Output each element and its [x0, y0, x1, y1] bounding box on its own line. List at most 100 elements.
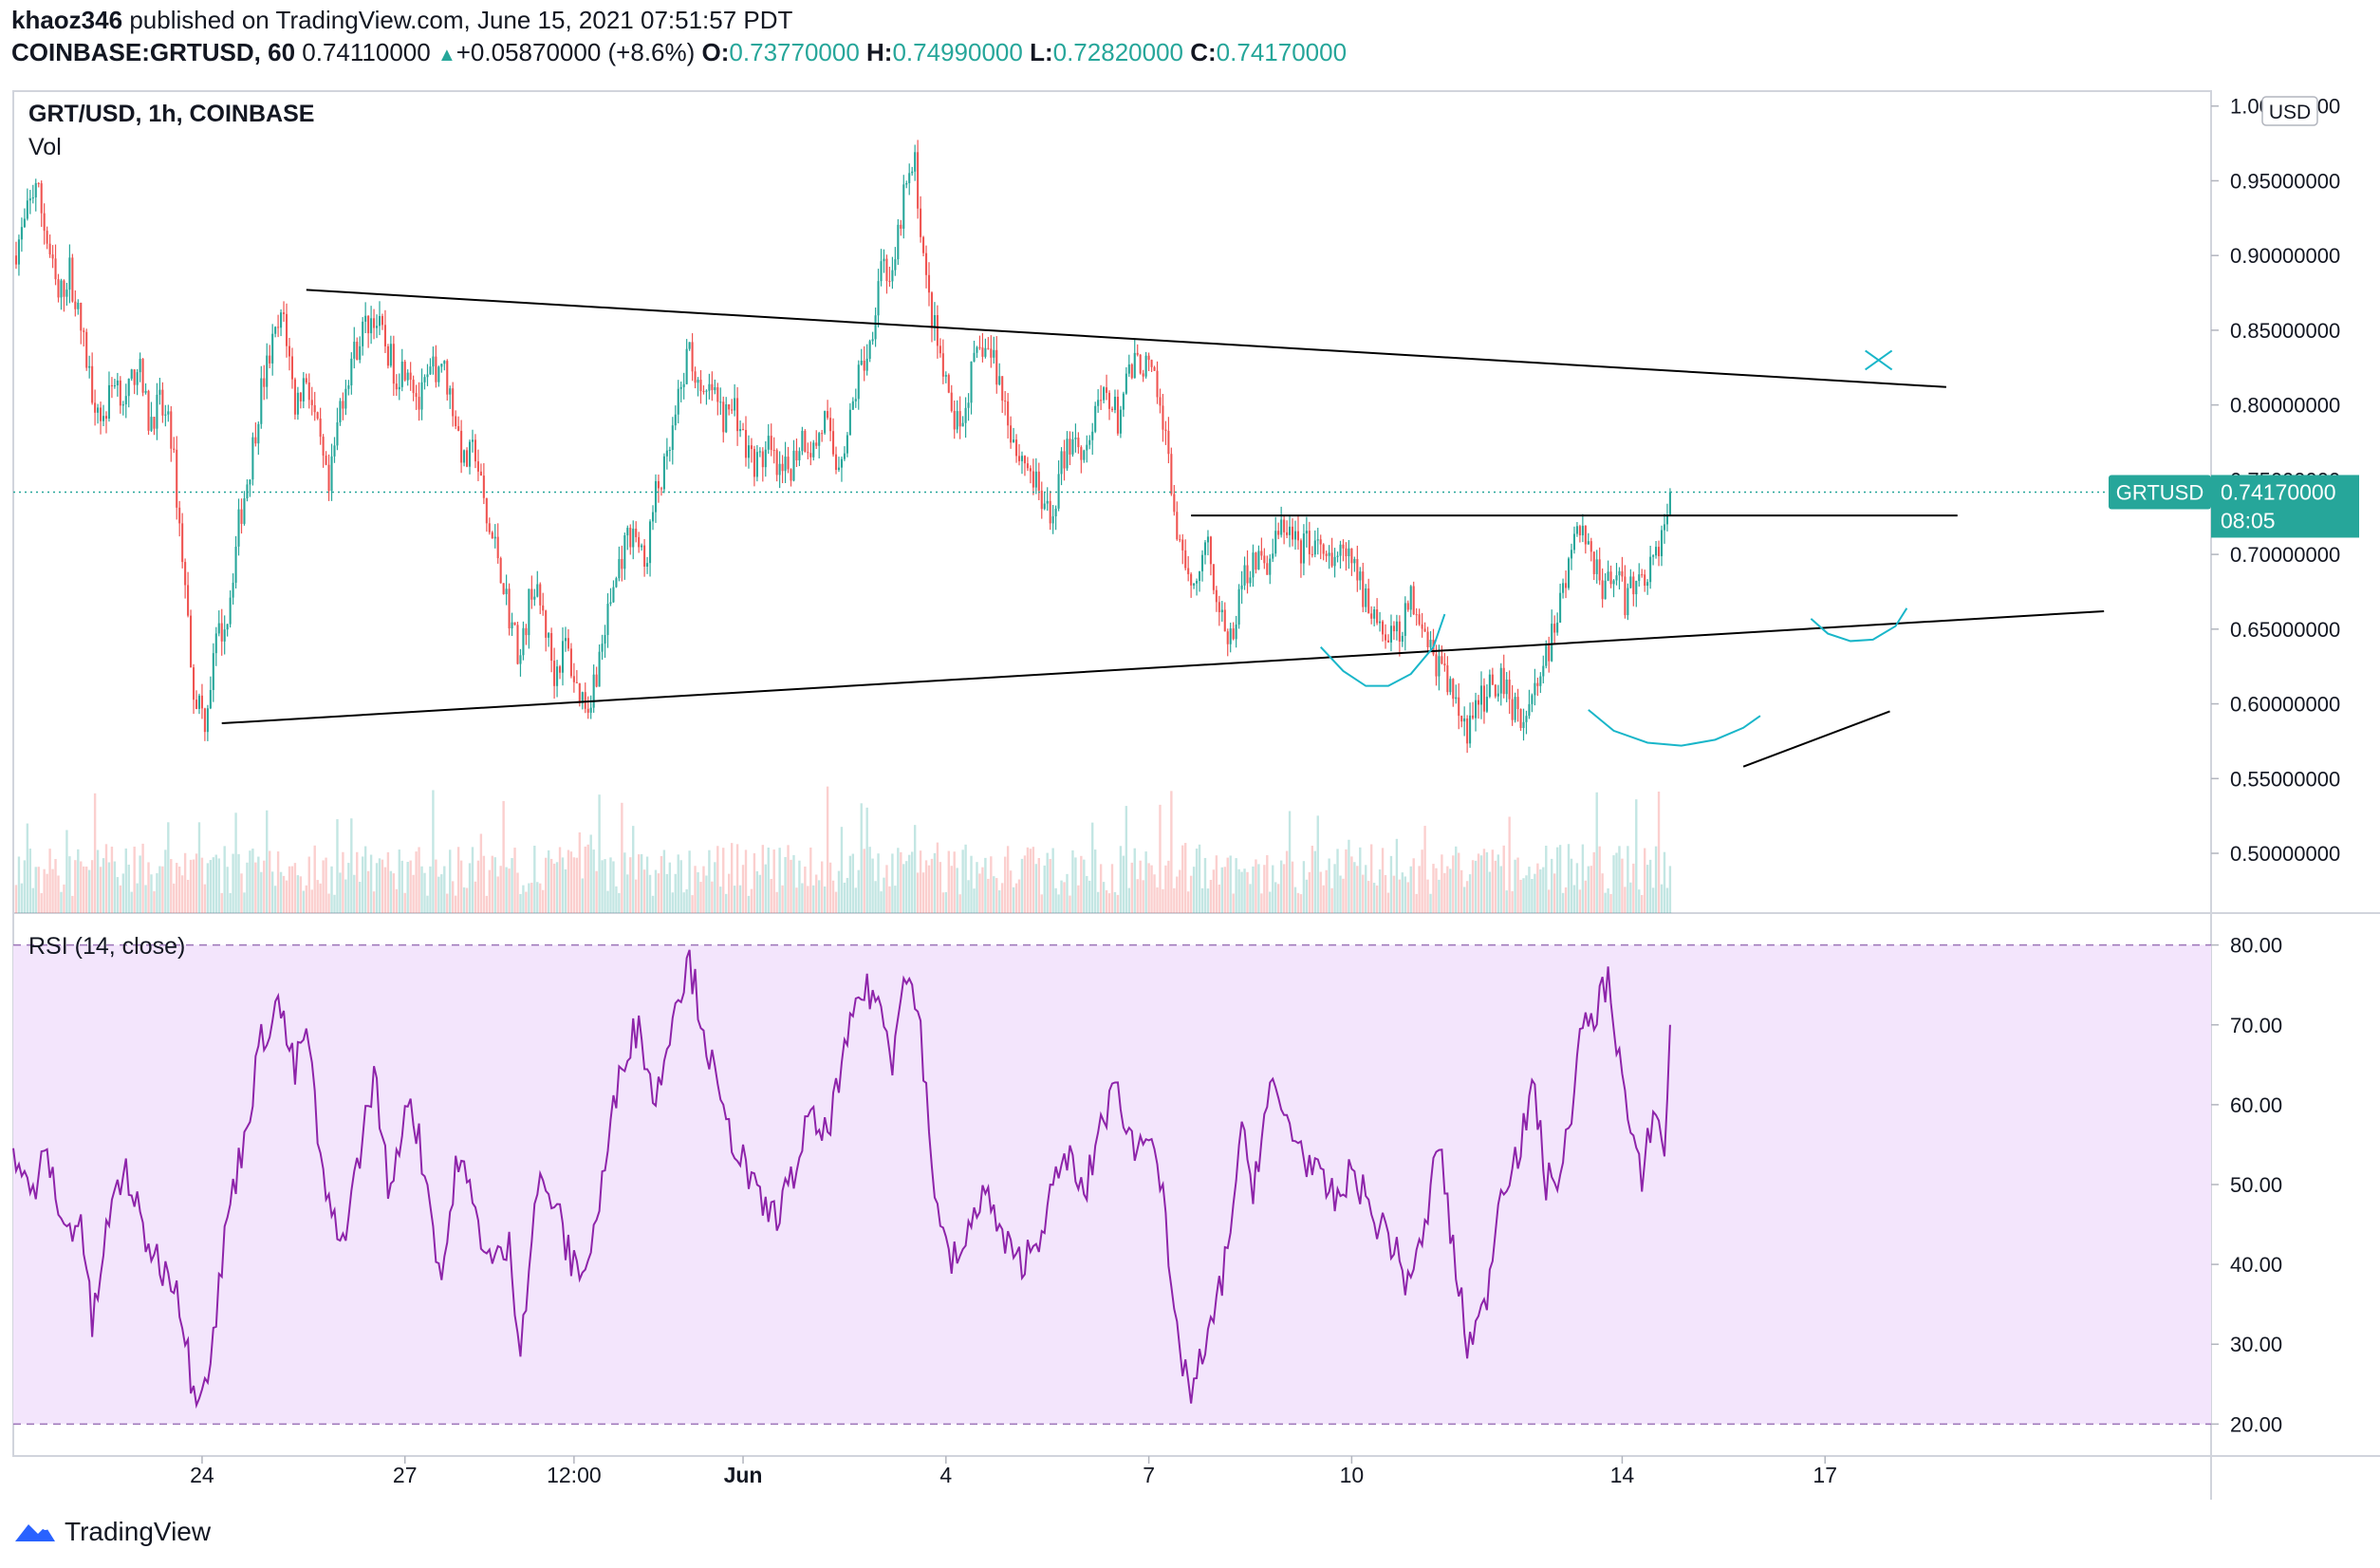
- candle-body: [1133, 352, 1136, 379]
- volume-bar: [1130, 862, 1133, 913]
- volume-bar: [947, 850, 950, 913]
- volume-bar: [629, 857, 632, 913]
- volume-bar: [43, 868, 46, 913]
- volume-bar: [195, 853, 198, 913]
- candle-body: [643, 545, 646, 568]
- candle-body: [1001, 376, 1004, 401]
- volume-bar: [452, 881, 455, 913]
- candle-body: [871, 339, 874, 342]
- volume-bar: [1017, 879, 1021, 913]
- candle-body: [28, 198, 31, 201]
- volume-bar: [640, 853, 643, 913]
- candle-body: [821, 433, 824, 435]
- candle-body: [581, 692, 584, 703]
- candle-body: [1173, 494, 1176, 513]
- volume-bar: [406, 862, 409, 913]
- volume-bar: [618, 892, 621, 913]
- candle-body: [1057, 474, 1060, 509]
- candle-body: [1423, 628, 1426, 632]
- open-label: O:: [701, 38, 730, 66]
- volume-bar: [23, 860, 27, 913]
- volume-bar: [1665, 887, 1669, 913]
- candle-body: [1545, 644, 1548, 666]
- author-name[interactable]: khaoz346: [11, 6, 123, 34]
- candle-body: [127, 378, 130, 397]
- up-triangle-icon: ▲: [437, 45, 456, 65]
- candle-body: [381, 316, 384, 326]
- volume-bar: [665, 873, 669, 913]
- volume-bar: [536, 882, 539, 913]
- volume-bar: [173, 883, 176, 913]
- volume-bar: [1395, 838, 1399, 913]
- volume-bar: [1624, 887, 1627, 913]
- volume-bar: [440, 874, 443, 913]
- candle-body: [801, 430, 804, 452]
- candle-body: [505, 588, 508, 594]
- volume-bar: [1458, 852, 1460, 913]
- candle-body: [1463, 718, 1466, 722]
- volume-bar: [400, 860, 403, 913]
- candle-body: [1080, 447, 1083, 460]
- volume-bar: [598, 794, 601, 913]
- volume-bar: [1325, 869, 1328, 913]
- volume-bar: [525, 891, 528, 913]
- candle-body: [818, 433, 821, 446]
- candle-body: [900, 224, 902, 229]
- trendline-drawings[interactable]: [221, 289, 2105, 768]
- rsi-tick-label: 60.00: [2230, 1093, 2282, 1117]
- volume-bar: [1285, 850, 1289, 913]
- volume-bar: [542, 889, 545, 913]
- volume-bar: [471, 847, 474, 913]
- volume-bar: [1063, 882, 1066, 913]
- volume-bar: [130, 891, 133, 913]
- volume-bar: [682, 892, 685, 913]
- volume-bar: [395, 888, 399, 913]
- volume-bar: [851, 853, 855, 913]
- volume-bar: [637, 854, 641, 913]
- volume-bar: [1446, 866, 1449, 913]
- volume-bar: [1255, 859, 1257, 913]
- volume-bar: [528, 883, 530, 913]
- rsi-axis[interactable]: 20.00 30.00 40.00 50.00 60.00 70.00 80.00: [2211, 934, 2282, 1437]
- candle-body: [1578, 526, 1581, 536]
- volume-bar: [1482, 849, 1486, 913]
- candle-body: [333, 445, 336, 457]
- volume-bar: [511, 858, 513, 913]
- candle-body: [632, 528, 635, 548]
- volume-bar: [1192, 867, 1196, 913]
- symbol-name: COINBASE:GRTUSD, 60: [11, 38, 296, 66]
- candle-body: [80, 302, 83, 331]
- last-price-value: 0.74170000: [2221, 479, 2336, 504]
- volume-bar: [1465, 881, 1469, 913]
- tradingview-footer[interactable]: TradingView: [13, 1517, 211, 1547]
- candle-body: [1235, 625, 1237, 640]
- candle-body: [1325, 553, 1328, 556]
- time-axis[interactable]: 24 27 12:00 Jun 4 7 10 14 17: [190, 1456, 1837, 1487]
- volume-bar: [555, 862, 559, 913]
- candle-body: [178, 507, 181, 524]
- candle-body: [1328, 552, 1330, 556]
- candle-body: [339, 401, 342, 422]
- volume-bar: [1116, 894, 1120, 913]
- candle-body: [1421, 624, 1423, 629]
- candle-body: [1621, 570, 1624, 577]
- candle-body: [1389, 625, 1392, 643]
- volume-bar: [1432, 864, 1435, 913]
- volume-bar: [930, 858, 934, 913]
- candle-body: [781, 463, 784, 472]
- volume-bar: [539, 883, 542, 913]
- volume-bar: [741, 865, 745, 913]
- volume-bar: [1584, 880, 1588, 913]
- volume-bar: [552, 863, 556, 913]
- candle-body: [1199, 570, 1201, 581]
- candle-body: [1237, 588, 1240, 625]
- candle-body: [857, 364, 860, 400]
- volume-bar: [863, 849, 865, 913]
- volume-bar: [1302, 861, 1306, 913]
- candle-body: [1452, 679, 1455, 700]
- volume-bar: [121, 873, 124, 913]
- currency-badge[interactable]: USD: [2261, 96, 2318, 126]
- volume-bar: [910, 851, 914, 913]
- volume-bar: [14, 885, 18, 913]
